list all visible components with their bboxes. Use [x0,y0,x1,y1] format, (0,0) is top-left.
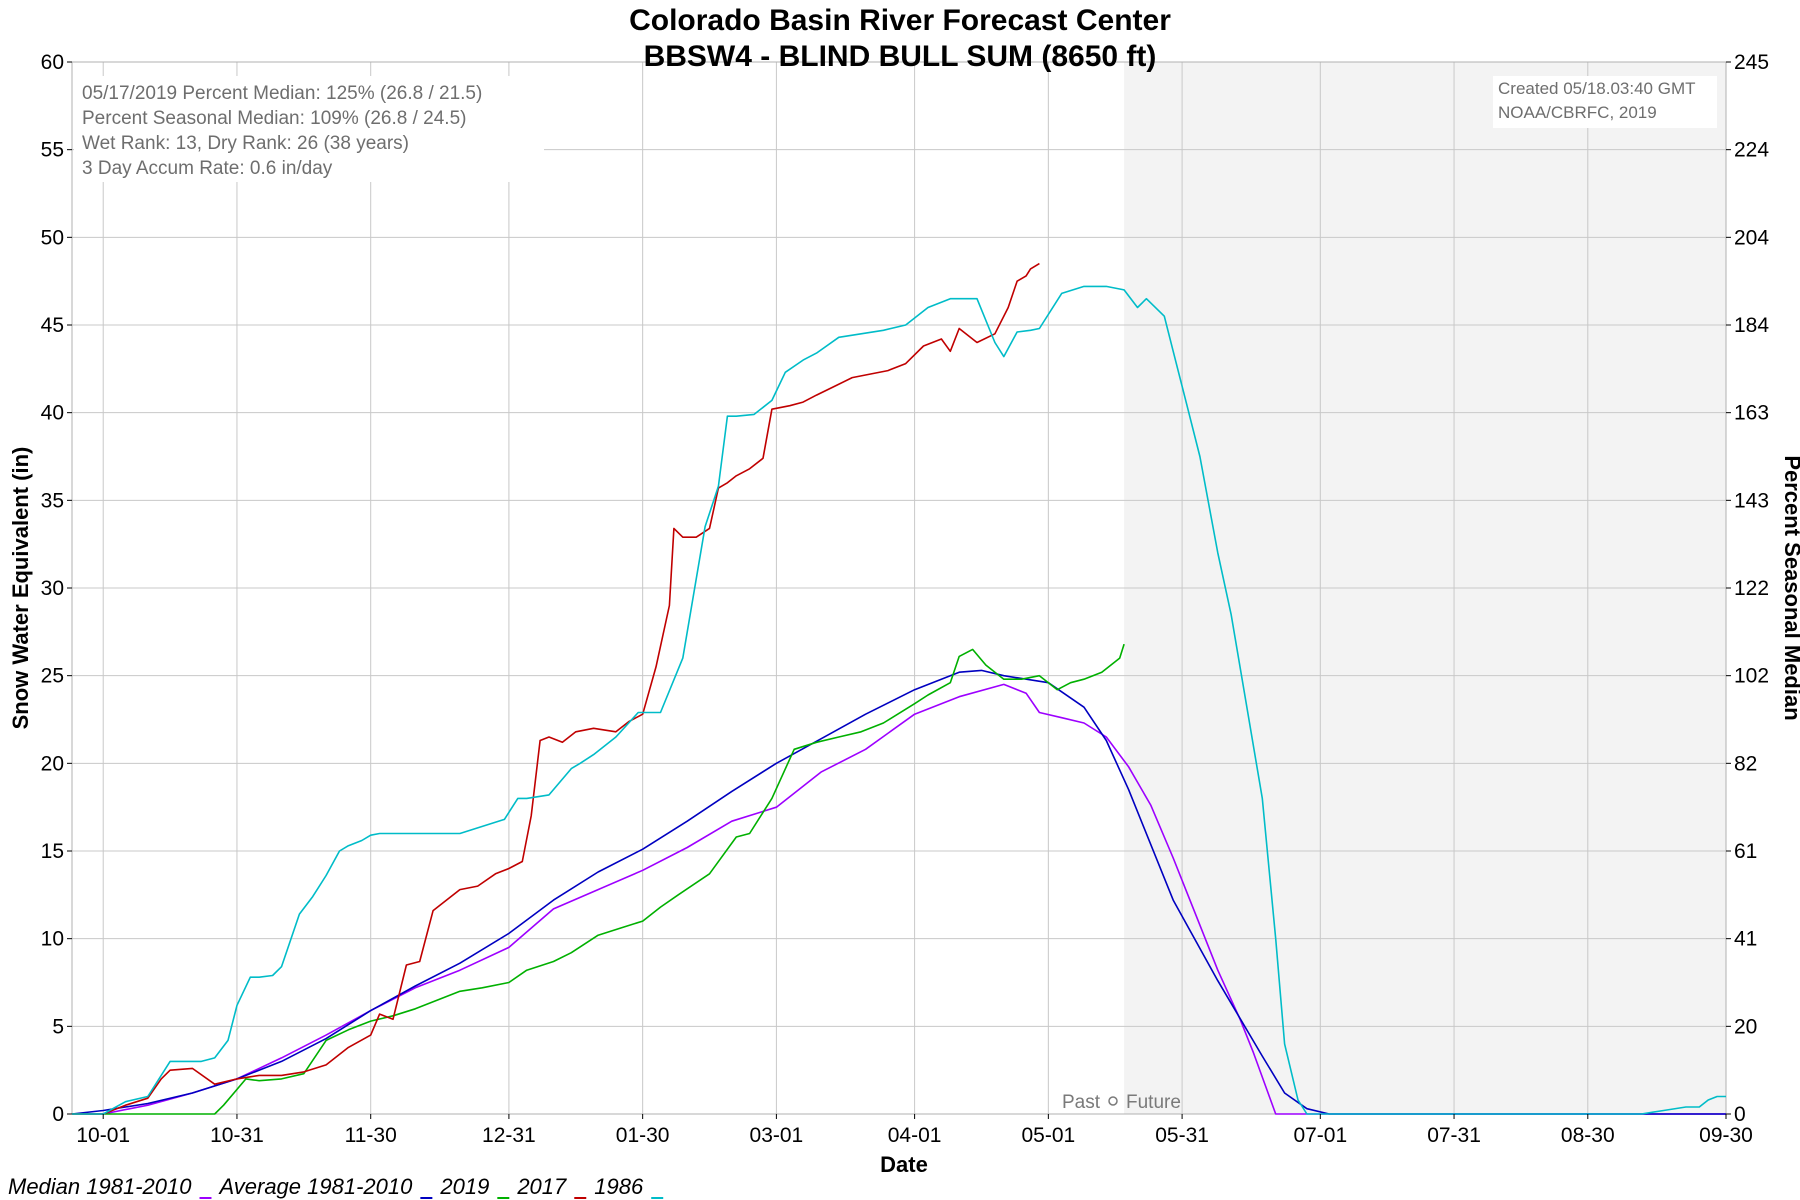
y-axis-label: Snow Water Equivalent (in) [8,447,33,730]
y-tick-label: 15 [41,840,64,863]
y-right-tick-label: 41 [1734,928,1757,951]
y-right-tick-label: 163 [1734,402,1769,425]
info-line-percent-median: 05/17/2019 Percent Median: 125% (26.8 / … [82,83,482,104]
y-tick-label: 0 [52,1103,64,1126]
info-line-rank: Wet Rank: 13, Dry Rank: 26 (38 years) [82,133,409,154]
legend-label: 2017 [516,1174,567,1199]
x-tick-label: 03-01 [750,1124,804,1147]
legend-label: Average 1981-2010 [217,1174,413,1199]
y-tick-label: 40 [41,402,64,425]
legend-label: Median 1981-2010 [8,1174,192,1199]
y-tick-label: 5 [52,1015,64,1038]
y-tick-label: 45 [41,314,64,337]
y-tick-label: 25 [41,665,64,688]
legend-label: 2019 [439,1174,489,1199]
y-right-tick-label: 102 [1734,665,1769,688]
y-right-tick-label: 204 [1734,226,1769,249]
series-line-4 [72,285,1726,1115]
x-tick-label: 07-01 [1293,1124,1347,1147]
y-tick-label: 30 [41,577,64,600]
info-line-seasonal-median: Percent Seasonal Median: 109% (26.8 / 24… [82,108,466,129]
past-future-divider-icon [1108,1096,1118,1106]
y-right-tick-label: 0 [1734,1103,1746,1126]
y-tick-label: 50 [41,226,64,249]
x-tick-label: 12-31 [482,1124,536,1147]
y-right-tick-label: 245 [1734,51,1769,74]
past-label: Past [1062,1092,1101,1113]
grid-lines [72,61,1727,1115]
legend: Median 1981-2010 Average 1981-2010 2019 201… [8,1174,664,1199]
future-label: Future [1126,1092,1181,1113]
credit-box: Created 05/18.03:40 GMT NOAA/CBRFC, 2019 [1493,76,1717,128]
credit-organization: NOAA/CBRFC, 2019 [1498,103,1657,122]
y-tick-label: 10 [41,928,64,951]
x-tick-label: 07-31 [1427,1124,1481,1147]
credit-created: Created 05/18.03:40 GMT [1498,79,1696,98]
y-right-tick-label: 122 [1734,577,1769,600]
y-right-tick-label: 184 [1734,314,1769,337]
y-tick-label: 55 [41,139,64,162]
info-box: 05/17/2019 Percent Median: 125% (26.8 / … [74,76,544,182]
y-right-tick-label: 61 [1734,840,1757,863]
x-tick-label: 05-31 [1155,1124,1209,1147]
chart-title: Colorado Basin River Forecast Center [629,4,1171,37]
info-box-background [74,76,544,182]
x-tick-label: 11-30 [345,1124,397,1147]
legend-label: 1986 [594,1174,644,1199]
x-tick-label: 10-01 [76,1124,130,1147]
credit-box-background [1493,76,1717,128]
series-lines [71,262,1726,1115]
x-tick-label: 10-31 [210,1124,264,1147]
x-tick-label: 05-01 [1021,1124,1075,1147]
chart-subtitle: BBSW4 - BLIND BULL SUM (8650 ft) [644,40,1157,73]
y-tick-label: 60 [41,51,64,74]
y-right-tick-label: 224 [1734,139,1769,162]
y-right-tick-label: 20 [1734,1015,1757,1038]
past-future-marker: Past Future [1062,1092,1181,1113]
y-tick-label: 20 [41,752,64,775]
y-tick-label: 35 [41,489,64,512]
series-line-1 [71,669,1726,1115]
x-tick-label: 04-01 [888,1124,942,1147]
series-line-2 [72,643,1125,1115]
series-line-0 [72,683,1726,1115]
axis-ticks: 0 5 10 15 20 25 30 35 40 45 50 55 60 0 20 41 61 82 102 122 1… [41,51,1770,1147]
x-tick-label: 09-30 [1699,1124,1753,1147]
x-axis-label: Date [880,1152,928,1177]
info-line-accum-rate: 3 Day Accum Rate: 0.6 in/day [82,158,333,179]
x-tick-label: 08-30 [1561,1124,1615,1147]
y-right-tick-label: 143 [1734,489,1769,512]
y-axis-label-right: Percent Seasonal Median [1780,455,1800,720]
y-right-tick-label: 82 [1734,752,1757,775]
series-line-3 [72,262,1040,1115]
x-tick-label: 01-30 [616,1124,670,1147]
